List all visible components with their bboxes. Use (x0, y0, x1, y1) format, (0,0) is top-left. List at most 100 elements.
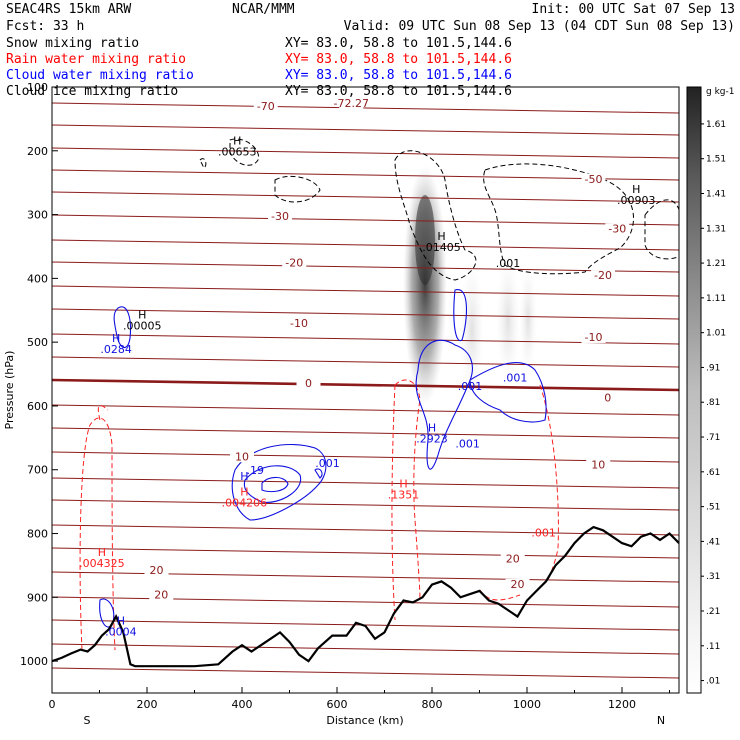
x-tick-label: 200 (137, 698, 158, 711)
colorbar: g kg-1 .01 .11 .21 .31 .41 .51 .61 .71 .81 .91 1.0… (686, 86, 734, 694)
colorbar-level: .01 (706, 677, 720, 687)
colorbar-level: .21 (706, 607, 720, 617)
rain-contour (79, 417, 116, 651)
colorbar-level: 1.11 (706, 294, 726, 304)
y-tick-label: 300 (27, 209, 48, 222)
temperature-label: -30 (608, 223, 626, 236)
extremum-value: .001 (531, 527, 556, 540)
cloud-water-contour (243, 465, 302, 503)
colorbar-level: 1.01 (706, 329, 726, 339)
isotherm-line (52, 356, 679, 368)
cloud-water-contour (469, 362, 547, 423)
extremum-value: .001 (503, 372, 528, 385)
extremum-value: .001 (458, 380, 483, 393)
ice-contour (199, 158, 207, 169)
cloud-water-contour (113, 306, 132, 349)
extremum-value: .0004 (105, 626, 137, 639)
temperature-label: -30 (271, 210, 289, 223)
contour-label-bg (282, 257, 307, 269)
extremum-value: .1351 (388, 489, 420, 502)
ice-contour (229, 138, 260, 166)
contour-label-bg (581, 173, 606, 185)
x-tick-label: 400 (232, 698, 253, 711)
contour-label-bg (586, 459, 611, 471)
legend-xy: XY= 83.0, 58.8 to 101.5,144.6 (285, 84, 512, 99)
extremum-value: .00005 (123, 320, 162, 333)
x-tick-label: 0 (49, 698, 56, 711)
colorbar-fill (686, 86, 702, 694)
temperature-label: -10 (290, 317, 308, 330)
ice-contour (274, 175, 321, 203)
y-tick-label: 200 (27, 145, 48, 158)
extremum-mark: H (240, 470, 248, 483)
temperature-label: 10 (235, 450, 249, 463)
isotherm-line (52, 427, 679, 439)
legend-label: Rain water mixing ratio (6, 52, 186, 67)
y-tick-label: 700 (27, 464, 48, 477)
extremum-mark: H (428, 421, 436, 434)
colorbar-level: 1.21 (706, 259, 726, 269)
x-tick-label: 800 (422, 698, 443, 711)
extremum-value: .001 (455, 437, 480, 450)
legend-xy: XY= 83.0, 58.8 to 101.5,144.6 (285, 68, 512, 83)
temperature-label: -20 (285, 256, 303, 269)
snow-shading (403, 165, 537, 405)
contour-label-bg (500, 553, 525, 565)
header-title: SEAC4RS 15km ARW (6, 2, 131, 17)
contour-label-bg (595, 392, 620, 404)
isotherm-line (52, 124, 679, 136)
contour-label-bg (253, 101, 278, 113)
extremum-value: .19 (247, 464, 265, 477)
extremum-mark: H (138, 309, 146, 322)
legend-xy: XY= 83.0, 58.8 to 101.5,144.6 (285, 52, 512, 67)
y-tick-label: 1000 (20, 655, 48, 668)
extremum-value: .001 (496, 257, 521, 270)
cloud-water-contour (231, 443, 327, 521)
extremum-mark: H (112, 332, 120, 345)
rain-contour (394, 379, 421, 601)
temperature-label: 0 (305, 377, 312, 390)
header-valid: Valid: 09 UTC Sun 08 Sep 13 (04 CDT Sun … (344, 19, 735, 34)
y-tick-label: 100 (27, 81, 48, 94)
extremum-value: .00903 (617, 194, 656, 207)
contour-label-bg (230, 451, 254, 463)
x-axis-title: Distance (km) (326, 714, 403, 727)
plot-frame (51, 86, 680, 694)
contour-label-bg (144, 564, 169, 576)
colorbar-level: .11 (706, 642, 720, 652)
contour-label-bg (505, 578, 530, 590)
isotherm-line (52, 239, 679, 251)
isotherm-line (52, 499, 679, 511)
colorbar-unit: g kg-1 (706, 87, 734, 97)
x-tick-label: 1000 (513, 698, 541, 711)
temperature-label: -20 (594, 269, 612, 282)
rain-contour (97, 405, 109, 421)
extremum-value: .01405 (422, 241, 461, 254)
temperature-label: -72.27 (334, 97, 369, 110)
isotherm-line (52, 191, 679, 203)
extremum-value: .00653 (218, 145, 257, 158)
extremum-value: .0284 (100, 343, 132, 356)
extremum-value: .001 (315, 457, 340, 470)
legend-label: Cloud water mixing ratio (6, 68, 194, 83)
header-center: NCAR/MMM (232, 2, 295, 17)
legend-label: Snow mixing ratio (6, 36, 139, 51)
extremum-mark: H (233, 134, 241, 147)
colorbar-level: .51 (706, 503, 720, 513)
isotherm-line (52, 214, 679, 226)
contour-label-bg (591, 270, 615, 282)
y-tick-label: 800 (27, 528, 48, 541)
cloud-water-contour (261, 476, 289, 493)
extremum-mark: H (240, 485, 248, 498)
extremum-value: .2923 (416, 432, 448, 445)
colorbar-level: .91 (706, 363, 720, 373)
y-tick-label: 600 (27, 400, 48, 413)
isotherm-line (52, 667, 679, 679)
extremum-mark: H (632, 183, 640, 196)
temperature-label: -50 (585, 173, 603, 186)
rain-contour (391, 384, 396, 621)
isotherm-line (52, 261, 679, 273)
y-tick-label: 500 (27, 336, 48, 349)
extremum-value: .004325 (79, 557, 125, 570)
isotherm-line (52, 547, 679, 559)
